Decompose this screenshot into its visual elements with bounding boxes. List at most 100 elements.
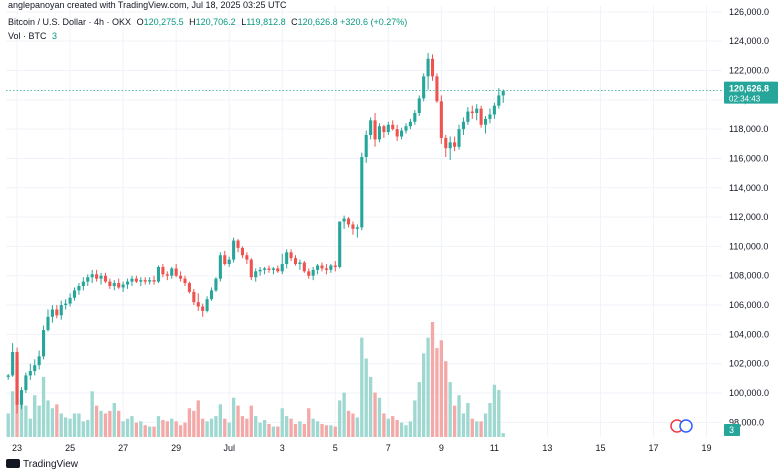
x-tick-label: 5	[333, 443, 338, 453]
candle-body	[400, 130, 404, 137]
volume-bar	[37, 405, 41, 437]
candle-body	[373, 120, 377, 140]
volume-bar	[262, 420, 267, 437]
candle-body	[435, 76, 439, 102]
volume-bar	[64, 417, 68, 437]
tradingview-logo-icon	[6, 459, 20, 468]
volume-bar	[201, 418, 205, 437]
candle-body	[121, 284, 125, 288]
candle-body	[258, 269, 262, 272]
candle-body	[33, 365, 37, 372]
volume-bar	[289, 418, 293, 437]
volume-bar	[351, 413, 355, 437]
volume-bar	[10, 391, 15, 437]
candle-body	[426, 58, 430, 77]
volume-bar	[108, 410, 112, 437]
x-tick-label: 29	[171, 443, 181, 453]
candle-body	[240, 247, 245, 256]
volume-bar	[422, 353, 426, 437]
candle-body	[72, 290, 77, 298]
volume-badge	[724, 424, 740, 436]
candle-body	[152, 280, 156, 282]
candle-body	[369, 120, 373, 136]
volume-bar	[324, 425, 329, 437]
candle-body	[386, 124, 390, 133]
high-value: 120,706.2	[195, 17, 236, 27]
flag-icon[interactable]	[679, 419, 693, 433]
x-tick-label: 7	[386, 443, 391, 453]
volume-bar	[483, 413, 488, 437]
candle-body	[497, 95, 501, 106]
y-tick-label: 98,000.0	[729, 417, 764, 427]
volume-bar	[152, 426, 156, 437]
volume-bar	[41, 376, 46, 437]
candle-body	[276, 268, 280, 272]
candle-body	[77, 286, 81, 291]
volume-bar	[466, 403, 470, 437]
candle-body	[346, 218, 351, 225]
volume-bar	[196, 400, 200, 437]
volume-bar	[298, 421, 302, 437]
volume-bar	[457, 395, 461, 437]
candle-body	[108, 281, 112, 287]
candle-body	[444, 137, 448, 149]
volume-bar	[258, 422, 262, 437]
candle-body	[422, 76, 426, 99]
candle-body	[19, 390, 24, 405]
y-tick-label: 116,000.0	[729, 153, 768, 163]
volume-bar	[170, 418, 174, 437]
tradingview-brand: TradingView	[23, 459, 79, 470]
candle-body	[179, 275, 183, 279]
volume-bar	[479, 421, 483, 437]
candle-body	[170, 268, 174, 276]
candle-body	[417, 98, 421, 114]
volume-bar	[227, 422, 231, 437]
volume-bar	[94, 405, 99, 437]
candle-body	[196, 302, 200, 307]
candle-body	[355, 227, 359, 229]
candle-body	[86, 277, 90, 282]
tradingview-logo[interactable]: TradingView	[6, 459, 78, 470]
volume-bar	[342, 392, 346, 437]
volume-bar	[46, 400, 50, 437]
volume-bar	[143, 425, 147, 437]
volume-bar	[81, 421, 86, 437]
volume-bar	[404, 425, 408, 437]
candle-body	[227, 259, 231, 265]
candle-body	[307, 271, 311, 276]
volume-bar	[377, 397, 382, 437]
y-tick-label: 100,000.0	[729, 388, 769, 398]
candle-body	[329, 265, 333, 270]
volume-bar	[311, 418, 315, 437]
candle-body	[483, 118, 488, 125]
volume-bar	[254, 416, 258, 437]
candle-body	[24, 375, 28, 391]
candle-body	[263, 268, 267, 270]
volume-bar	[161, 420, 165, 437]
last-price-badge	[724, 81, 778, 104]
candle-body	[99, 275, 103, 279]
volume-bar	[501, 433, 505, 437]
y-tick-label: 114,000.0	[729, 183, 768, 193]
volume-bar	[280, 408, 284, 437]
volume-bar	[55, 404, 59, 437]
y-tick-label: 124,000.0	[729, 36, 769, 46]
volume-bar	[24, 405, 28, 437]
candle-body	[143, 280, 147, 282]
volume-bar	[183, 422, 187, 437]
volume-badge-label: 3	[729, 425, 734, 435]
volume-bar	[470, 418, 474, 437]
volume-bar	[6, 413, 10, 437]
volume-bar	[28, 418, 32, 437]
candle-body	[187, 283, 191, 292]
candle-body	[320, 265, 324, 269]
volume-bar	[413, 400, 417, 437]
candle-body	[81, 281, 85, 287]
candle-body	[338, 221, 342, 267]
x-tick-label: 3	[280, 443, 285, 453]
volume-bar	[364, 358, 368, 437]
candle-body	[271, 268, 275, 270]
candle-body	[46, 316, 50, 330]
candle-body	[342, 218, 346, 222]
